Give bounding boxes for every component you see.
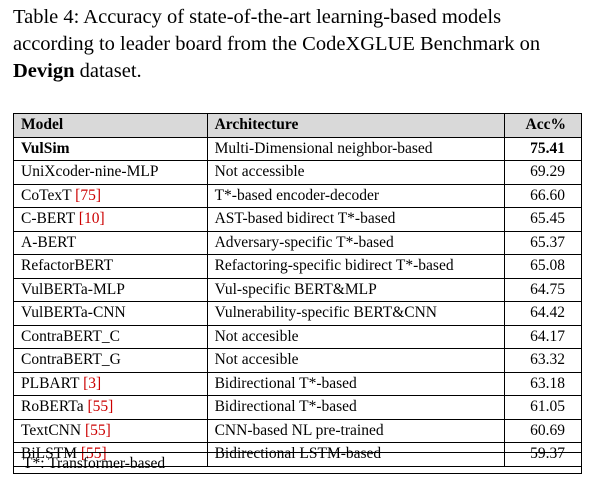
cell-architecture: Vulnerability-specific BERT&CNN (206, 301, 506, 326)
cell-accuracy: 75.41 (504, 136, 582, 161)
cell-accuracy: 69.29 (504, 160, 582, 185)
cell-accuracy: 65.37 (504, 230, 582, 255)
cell-model: UniXcoder-nine-MLP (13, 160, 208, 185)
cell-architecture: Multi-Dimensional neighbor-based (206, 136, 506, 161)
model-name: RoBERTa (21, 398, 88, 416)
cell-architecture: Adversary-specific T*-based (206, 230, 506, 255)
citation-link[interactable]: [55] (87, 398, 114, 416)
table-row: RoBERTa [55] Bidirectional T*-based 61.05 (13, 395, 582, 420)
table-row: VulBERTa-CNN Vulnerability-specific BERT&… (13, 301, 582, 326)
caption-prefix: Table 4: Accuracy of state-of-the-art le… (13, 6, 541, 55)
cell-model: RoBERTa [55] (13, 395, 208, 420)
cell-model: VulSim (13, 136, 208, 161)
table-row: UniXcoder-nine-MLP Not accessible 69.29 (13, 160, 582, 185)
model-name: ContraBERT_C (21, 327, 120, 345)
cell-accuracy: 63.32 (504, 348, 582, 373)
cell-accuracy: 59.37 (504, 442, 582, 467)
caption-suffix: dataset. (74, 60, 142, 82)
citation-link[interactable]: [55] (84, 421, 111, 439)
table-row: BiLSTM [55] Bidirectional LSTM-based 59.37 (13, 442, 582, 467)
cell-architecture: Bidirectional LSTM-based (206, 442, 506, 467)
cell-accuracy: 64.75 (504, 277, 582, 302)
cell-model: VulBERTa-MLP (13, 277, 208, 302)
cell-model: VulBERTa-CNN (13, 301, 208, 326)
cell-accuracy: 64.42 (504, 301, 582, 326)
cell-model: TextCNN [55] (13, 418, 208, 443)
cell-model: A-BERT (13, 230, 208, 255)
cell-accuracy: 63.18 (504, 371, 582, 396)
model-name: PLBART (21, 374, 84, 392)
cell-accuracy: 64.17 (504, 324, 582, 349)
table-row: CoTexT [75] T*-based encoder-decoder 66.60 (13, 183, 582, 208)
cell-architecture: Vul-specific BERT&MLP (206, 277, 506, 302)
table-row: TextCNN [55] CNN-based NL pre-trained 60.6… (13, 418, 582, 443)
cell-accuracy: 60.69 (504, 418, 582, 443)
cell-architecture: Not accesible (206, 348, 506, 373)
cell-architecture: Bidirectional T*-based (206, 395, 506, 420)
model-name: CoTexT (21, 186, 76, 204)
citation-link[interactable]: [3] (83, 374, 102, 392)
table-row: VulSim Multi-Dimensional neighbor-based 75… (13, 136, 582, 161)
cell-architecture: CNN-based NL pre-trained (206, 418, 506, 443)
table-row: PLBART [3] Bidirectional T*-based 63.18 (13, 371, 582, 396)
citation-link[interactable]: [75] (75, 186, 101, 204)
cell-model: C-BERT [10] (13, 207, 208, 232)
cell-accuracy: 61.05 (504, 395, 582, 420)
results-table: Model Architecture Acc% VulSim Multi-Dime… (13, 113, 582, 467)
caption-dataset: Devign (13, 60, 75, 82)
model-name: VulSim (21, 139, 70, 157)
table-row: RefactorBERT Refactoring-specific bidirec… (13, 254, 582, 279)
model-name: BiLSTM (21, 445, 81, 463)
table-row: A-BERT Adversary-specific T*-based 65.37 (13, 230, 582, 255)
cell-model: ContraBERT_G (13, 348, 208, 373)
cell-model: ContraBERT_C (13, 324, 208, 349)
table-row: VulBERTa-MLP Vul-specific BERT&MLP 64.75 (13, 277, 582, 302)
model-name: C-BERT (21, 210, 79, 228)
model-name: TextCNN (21, 421, 85, 439)
model-name: VulBERTa-MLP (21, 280, 125, 298)
cell-accuracy: 65.08 (504, 254, 582, 279)
cell-model: BiLSTM [55] (13, 442, 208, 467)
header-architecture: Architecture (206, 113, 506, 138)
table-caption: Table 4: Accuracy of state-of-the-art le… (13, 4, 583, 85)
cell-model: RefactorBERT (13, 254, 208, 279)
model-name: A-BERT (21, 233, 77, 251)
header-acc: Acc% (504, 113, 582, 138)
header-model: Model (13, 113, 208, 138)
cell-accuracy: 65.45 (504, 207, 582, 232)
cell-architecture: T*-based encoder-decoder (206, 183, 506, 208)
cell-model: CoTexT [75] (13, 183, 208, 208)
table-footnote: T*: Transformer-based (13, 452, 582, 474)
cell-model: PLBART [3] (13, 371, 208, 396)
citation-link[interactable]: [10] (78, 210, 105, 228)
citation-link[interactable]: [55] (80, 445, 107, 463)
model-name: VulBERTa-CNN (21, 304, 126, 322)
table-row: ContraBERT_G Not accesible 63.32 (13, 348, 582, 373)
table-row: C-BERT [10] AST-based bidirect T*-based 65… (13, 207, 582, 232)
model-name: UniXcoder-nine-MLP (21, 163, 159, 181)
cell-architecture: Not accesible (206, 324, 506, 349)
table-header-row: Model Architecture Acc% (13, 113, 582, 138)
table-row: ContraBERT_C Not accesible 64.17 (13, 324, 582, 349)
model-name: RefactorBERT (21, 257, 114, 275)
cell-architecture: AST-based bidirect T*-based (206, 207, 506, 232)
cell-architecture: Refactoring-specific bidirect T*-based (206, 254, 506, 279)
model-name: ContraBERT_G (21, 351, 121, 369)
table-body: VulSim Multi-Dimensional neighbor-based 75… (13, 136, 582, 467)
cell-architecture: Bidirectional T*-based (206, 371, 506, 396)
cell-accuracy: 66.60 (504, 183, 582, 208)
cell-architecture: Not accessible (206, 160, 506, 185)
